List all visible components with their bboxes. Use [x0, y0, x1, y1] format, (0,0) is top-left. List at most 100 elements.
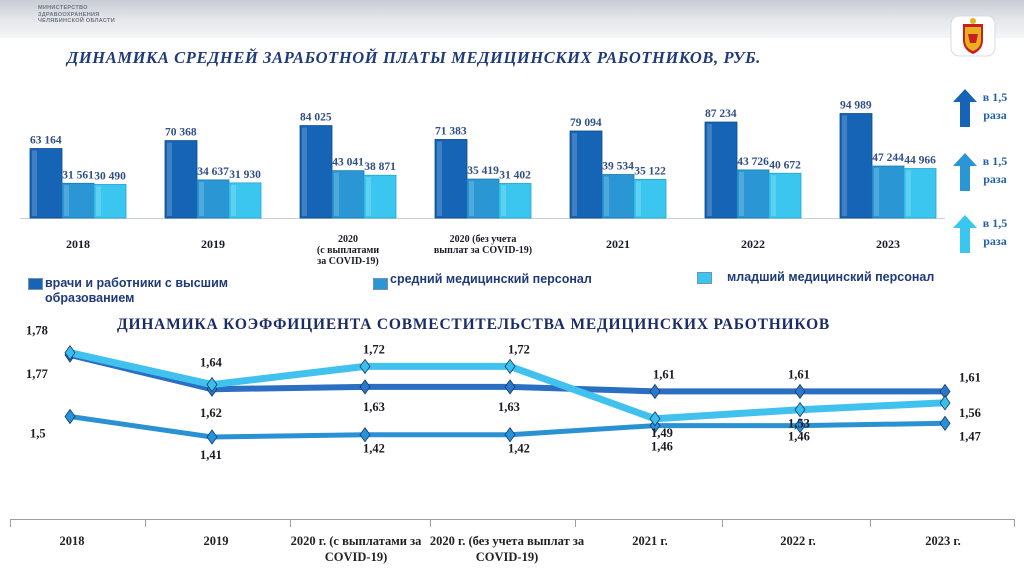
- line-category-label: 2020 г. (без учета выплат за: [430, 534, 585, 548]
- growth-text-nurses: в 1,5 раза: [980, 152, 1010, 188]
- bar-junior: [768, 172, 802, 219]
- line-value-label-nurses: 1,72: [508, 342, 530, 356]
- title-panel: [40, 38, 940, 114]
- bar-category-label: 2019: [201, 237, 225, 251]
- bar-doctors: [839, 113, 873, 219]
- line-value-label-doctors: 1,62: [200, 406, 222, 420]
- legend-label-doctors-1: врачи и работники с высшим: [45, 276, 229, 290]
- line-point-junior: [359, 427, 371, 443]
- line-point-nurses: [206, 376, 218, 393]
- bar-value-label-junior: 38 871: [364, 161, 396, 173]
- growth-nurses-line2: раза: [983, 172, 1007, 186]
- bar-nurses: [871, 165, 905, 219]
- bar-highlight-doctors: [32, 150, 37, 216]
- bar-doctors: [704, 121, 738, 219]
- line-category-label: 2023 г.: [925, 534, 961, 548]
- bar-nurses: [466, 178, 500, 219]
- growth-doctors-line2: раза: [983, 108, 1007, 122]
- bar-category-label: 2018: [66, 237, 90, 251]
- bar-highlight-nurses: [469, 181, 474, 216]
- bar-highlight-nurses: [64, 185, 69, 216]
- bar-value-label-junior: 44 966: [904, 155, 936, 167]
- bar-category-label: 2020: [338, 234, 358, 245]
- line-category-label: 2018: [60, 534, 85, 548]
- ministry-line-2: ЗДРАВООХРАНЕНИЯ: [38, 11, 100, 18]
- line-point-junior: [206, 429, 218, 445]
- bar-junior: [93, 184, 127, 219]
- bar-value-label-doctors: 63 164: [30, 135, 62, 147]
- bar-nurses: [196, 179, 230, 219]
- legend-label-junior: младший медицинский персонал: [727, 270, 935, 284]
- line-point-junior: [794, 417, 806, 434]
- up-arrow-icon: [953, 89, 977, 127]
- legend-label-doctors-2: образованием: [45, 291, 135, 305]
- bar-highlight-doctors: [167, 142, 172, 216]
- line-value-label-doctors: 1,63: [363, 400, 385, 414]
- line-value-label-nurses: 1,72: [363, 342, 385, 356]
- bar-highlight-nurses: [874, 168, 879, 216]
- line-value-label-doctors: 1,61: [959, 370, 981, 384]
- growth-text-junior: в 1,5 раза: [980, 214, 1010, 250]
- line-value-label-doctors: 1,61: [653, 367, 675, 381]
- line-point-nurses: [649, 411, 661, 427]
- bar-value-label-doctors: 71 383: [435, 125, 467, 137]
- line-point-junior: [939, 415, 951, 432]
- line-point-doctors: [359, 379, 371, 395]
- line-value-label-nurses: 1,53: [788, 417, 810, 431]
- bar-highlight-junior: [501, 185, 506, 216]
- line-series-nurses: [66, 349, 949, 423]
- line-value-label-junior: 1,42: [508, 442, 530, 456]
- legend-swatch-doctors: [28, 278, 43, 290]
- legend-item-doctors: врачи и работники с высшим образованием: [28, 276, 228, 306]
- legend-swatch-junior: [697, 272, 712, 284]
- growth-nurses-line1: в 1,5: [982, 154, 1008, 168]
- line-point-doctors: [206, 381, 218, 397]
- line-value-label-doctors: 1,61: [788, 367, 810, 381]
- bar-nurses: [331, 170, 365, 219]
- bar-doctors: [434, 139, 468, 219]
- up-arrow-icon: [953, 215, 977, 253]
- top-banner: [0, 0, 1024, 38]
- coefficient-chart-title: ДИНАМИКА КОЭФФИЦИЕНТА СОВМЕСТИТЕЛЬСТВА М…: [117, 316, 831, 333]
- ministry-logo-text: МИНИСТЕРСТВО ЗДРАВООХРАНЕНИЯ ЧЕЛЯБИНСКОЙ…: [38, 5, 115, 25]
- line-category-label: COVID-19): [325, 550, 388, 564]
- line-point-nurses: [939, 395, 951, 411]
- bar-category-label: (с выплатами: [317, 245, 379, 256]
- growth-badge-junior: в 1,5 раза: [950, 214, 1020, 254]
- bar-junior: [498, 183, 532, 219]
- line-category-label: 2019: [204, 534, 229, 548]
- bar-value-label-doctors: 70 368: [165, 127, 197, 139]
- line-value-label-nurses: 1,49: [651, 426, 673, 440]
- bar-highlight-junior: [231, 184, 236, 216]
- bar-value-label-junior: 30 490: [94, 170, 126, 182]
- salary-chart-title: ДИНАМИКА СРЕДНЕЙ ЗАРАБОТНОЙ ПЛАТЫ МЕДИЦИ…: [67, 48, 761, 67]
- bar-category-label: за COVID-19): [317, 256, 379, 267]
- bar-category-label: 2022: [741, 237, 765, 251]
- line-point-nurses: [794, 401, 806, 418]
- line-value-label-junior: 1,42: [363, 442, 385, 456]
- line-point-junior: [649, 417, 661, 434]
- bar-highlight-junior: [906, 170, 911, 216]
- bar-highlight-junior: [366, 177, 371, 216]
- legend-swatch-nurses: [373, 278, 388, 290]
- bar-category-label: 2023: [876, 237, 900, 251]
- bar-category-label: 2021: [606, 237, 630, 251]
- line-value-label-junior: 1,47: [959, 429, 981, 443]
- bar-value-label-nurses: 31 561: [62, 169, 94, 181]
- legend-label-nurses: средний медицинский персонал: [390, 272, 592, 286]
- legend-item-nurses: средний медицинский персонал: [373, 272, 592, 290]
- bar-highlight-nurses: [739, 171, 744, 216]
- bar-highlight-junior: [96, 186, 101, 216]
- growth-badge-nurses: в 1,5 раза: [950, 152, 1020, 192]
- bar-highlight-nurses: [334, 172, 339, 216]
- bar-value-label-nurses: 39 534: [602, 161, 634, 173]
- bar-value-label-doctors: 79 094: [570, 117, 602, 129]
- bar-junior: [228, 182, 262, 219]
- ministry-line-3: ЧЕЛЯБИНСКОЙ ОБЛАСТИ: [38, 18, 115, 24]
- bar-highlight-doctors: [707, 124, 712, 216]
- bar-value-label-nurses: 34 637: [197, 166, 229, 178]
- bar-highlight-junior: [636, 181, 641, 216]
- line-value-label-junior: 1,5: [30, 427, 46, 441]
- growth-doctors-line1: в 1,5: [982, 90, 1008, 104]
- line-category-label: 2020 г. (с выплатами за: [291, 534, 423, 548]
